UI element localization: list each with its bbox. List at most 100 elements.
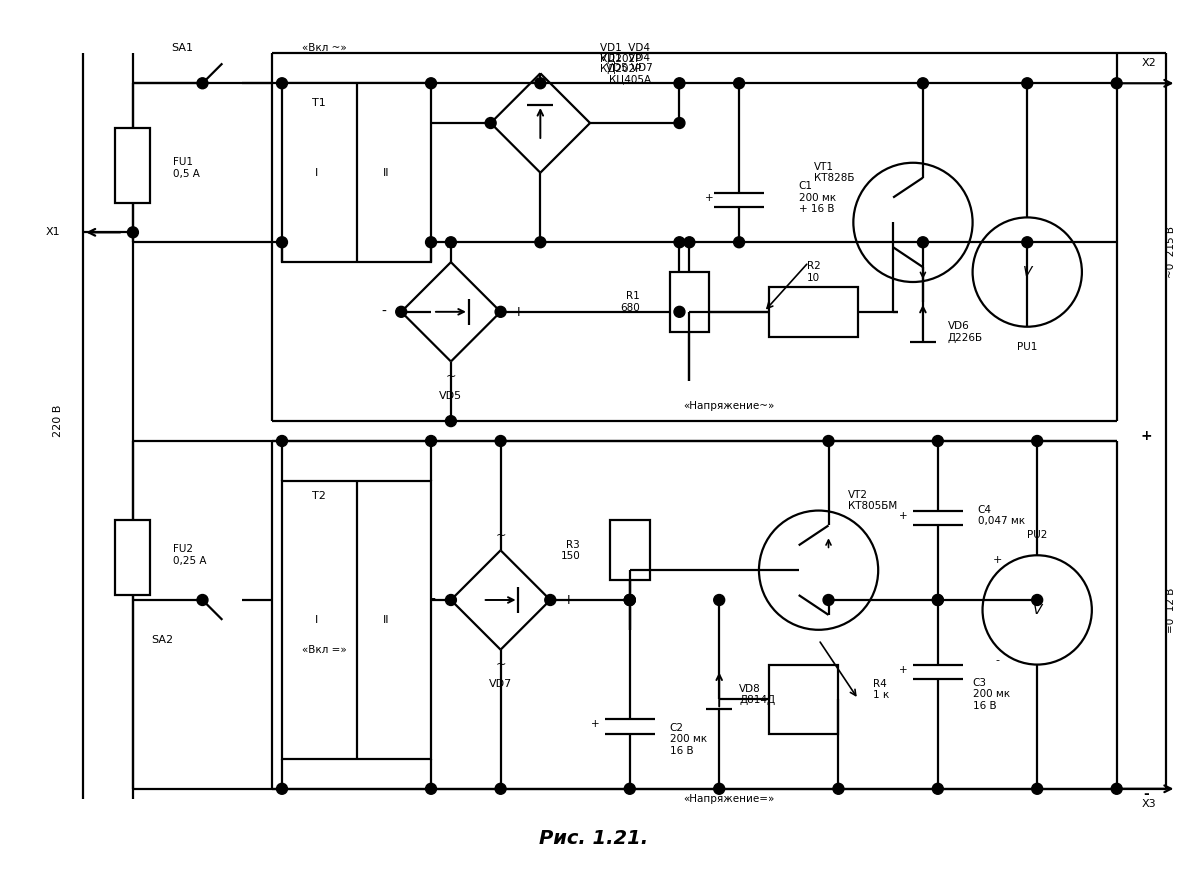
Circle shape: [1031, 435, 1043, 447]
Text: I: I: [315, 615, 318, 625]
Text: SA2: SA2: [152, 634, 173, 645]
Circle shape: [446, 595, 456, 605]
Bar: [282, 84, 431, 263]
Circle shape: [1022, 78, 1032, 89]
Circle shape: [674, 78, 685, 89]
Text: PU1: PU1: [1017, 342, 1037, 352]
Circle shape: [1031, 783, 1043, 795]
Text: X2: X2: [1142, 58, 1156, 69]
Circle shape: [625, 595, 636, 605]
Text: C4
0,047 мк: C4 0,047 мк: [978, 505, 1025, 526]
Bar: [115, 128, 150, 203]
Text: C2
200 мк
16 В: C2 200 мк 16 В: [670, 722, 707, 756]
Circle shape: [684, 237, 695, 248]
Circle shape: [277, 78, 287, 89]
Circle shape: [734, 78, 745, 89]
Text: +: +: [993, 555, 1003, 566]
Circle shape: [933, 783, 943, 795]
Text: VD1  VD4
КД202Р: VD1 VD4 КД202Р: [600, 42, 650, 64]
Text: «Напряжение=»: «Напряжение=»: [683, 794, 775, 803]
Bar: [609, 521, 650, 580]
Circle shape: [714, 595, 725, 605]
Circle shape: [1111, 783, 1123, 795]
Circle shape: [917, 237, 928, 248]
Text: ~: ~: [495, 658, 506, 671]
Circle shape: [425, 783, 436, 795]
Circle shape: [625, 595, 636, 605]
Text: +: +: [704, 193, 714, 203]
Bar: [769, 664, 839, 734]
Text: =0  12 В: =0 12 В: [1167, 588, 1176, 633]
Text: VD8
Д814Д: VD8 Д814Д: [739, 684, 776, 705]
Circle shape: [933, 435, 943, 447]
Text: II: II: [383, 615, 390, 625]
Circle shape: [197, 595, 208, 605]
Text: ~: ~: [446, 370, 456, 383]
Text: FU1
0,5 А: FU1 0,5 А: [172, 157, 200, 179]
Text: -: -: [381, 305, 386, 319]
Text: II: II: [383, 167, 390, 178]
Circle shape: [823, 595, 834, 605]
Text: VT2
КТ805БМ: VT2 КТ805БМ: [848, 490, 898, 511]
Circle shape: [1022, 237, 1032, 248]
Text: 220 В: 220 В: [53, 405, 63, 437]
Text: T1: T1: [311, 98, 326, 108]
Circle shape: [833, 783, 843, 795]
Circle shape: [425, 435, 436, 447]
Text: V: V: [1032, 603, 1042, 617]
Text: PU2: PU2: [1026, 530, 1048, 540]
Circle shape: [485, 117, 497, 129]
Text: «Напряжение~»: «Напряжение~»: [683, 401, 775, 411]
Circle shape: [277, 783, 287, 795]
Text: -: -: [430, 593, 436, 607]
Circle shape: [495, 307, 506, 317]
Circle shape: [933, 595, 943, 605]
Text: ~: ~: [495, 529, 506, 542]
Text: -: -: [996, 655, 999, 664]
Text: +: +: [562, 593, 574, 607]
Circle shape: [396, 307, 406, 317]
Circle shape: [625, 595, 636, 605]
Text: VD5: VD5: [440, 391, 462, 401]
Circle shape: [734, 237, 745, 248]
Text: +: +: [899, 510, 908, 521]
Circle shape: [674, 307, 685, 317]
Text: VD7: VD7: [489, 679, 512, 690]
Circle shape: [495, 783, 506, 795]
Circle shape: [495, 435, 506, 447]
Circle shape: [535, 78, 545, 89]
Circle shape: [535, 237, 545, 248]
Circle shape: [625, 783, 636, 795]
Circle shape: [446, 416, 456, 426]
Text: +: +: [899, 664, 908, 675]
Text: X3: X3: [1142, 799, 1156, 809]
Text: R2
10: R2 10: [807, 262, 821, 283]
Bar: [115, 521, 150, 595]
Text: R1
680: R1 680: [620, 291, 639, 313]
Circle shape: [933, 595, 943, 605]
Text: X1: X1: [46, 227, 61, 237]
Text: -: -: [1144, 787, 1149, 801]
Bar: [282, 481, 431, 759]
Text: +: +: [513, 305, 524, 319]
Circle shape: [823, 435, 834, 447]
Text: VD5 VD7
КЦ405А: VD5 VD7 КЦ405А: [606, 63, 653, 84]
Text: «Вкл =»: «Вкл =»: [302, 645, 347, 655]
Circle shape: [545, 595, 556, 605]
Circle shape: [446, 237, 456, 248]
Text: ~: ~: [446, 241, 456, 254]
Text: V: V: [1023, 265, 1032, 279]
Circle shape: [674, 237, 685, 248]
Circle shape: [197, 78, 208, 89]
Text: ~0  215 В: ~0 215 В: [1167, 226, 1176, 278]
Bar: [769, 287, 858, 337]
Text: VD1  VD4
КД202Р: VD1 VD4 КД202Р: [600, 53, 650, 74]
Text: SA1: SA1: [171, 43, 194, 54]
Circle shape: [277, 237, 287, 248]
Text: T2: T2: [311, 491, 326, 500]
Circle shape: [127, 226, 138, 238]
Circle shape: [425, 237, 436, 248]
Circle shape: [1031, 595, 1043, 605]
Text: +: +: [590, 719, 599, 729]
Circle shape: [674, 117, 685, 129]
